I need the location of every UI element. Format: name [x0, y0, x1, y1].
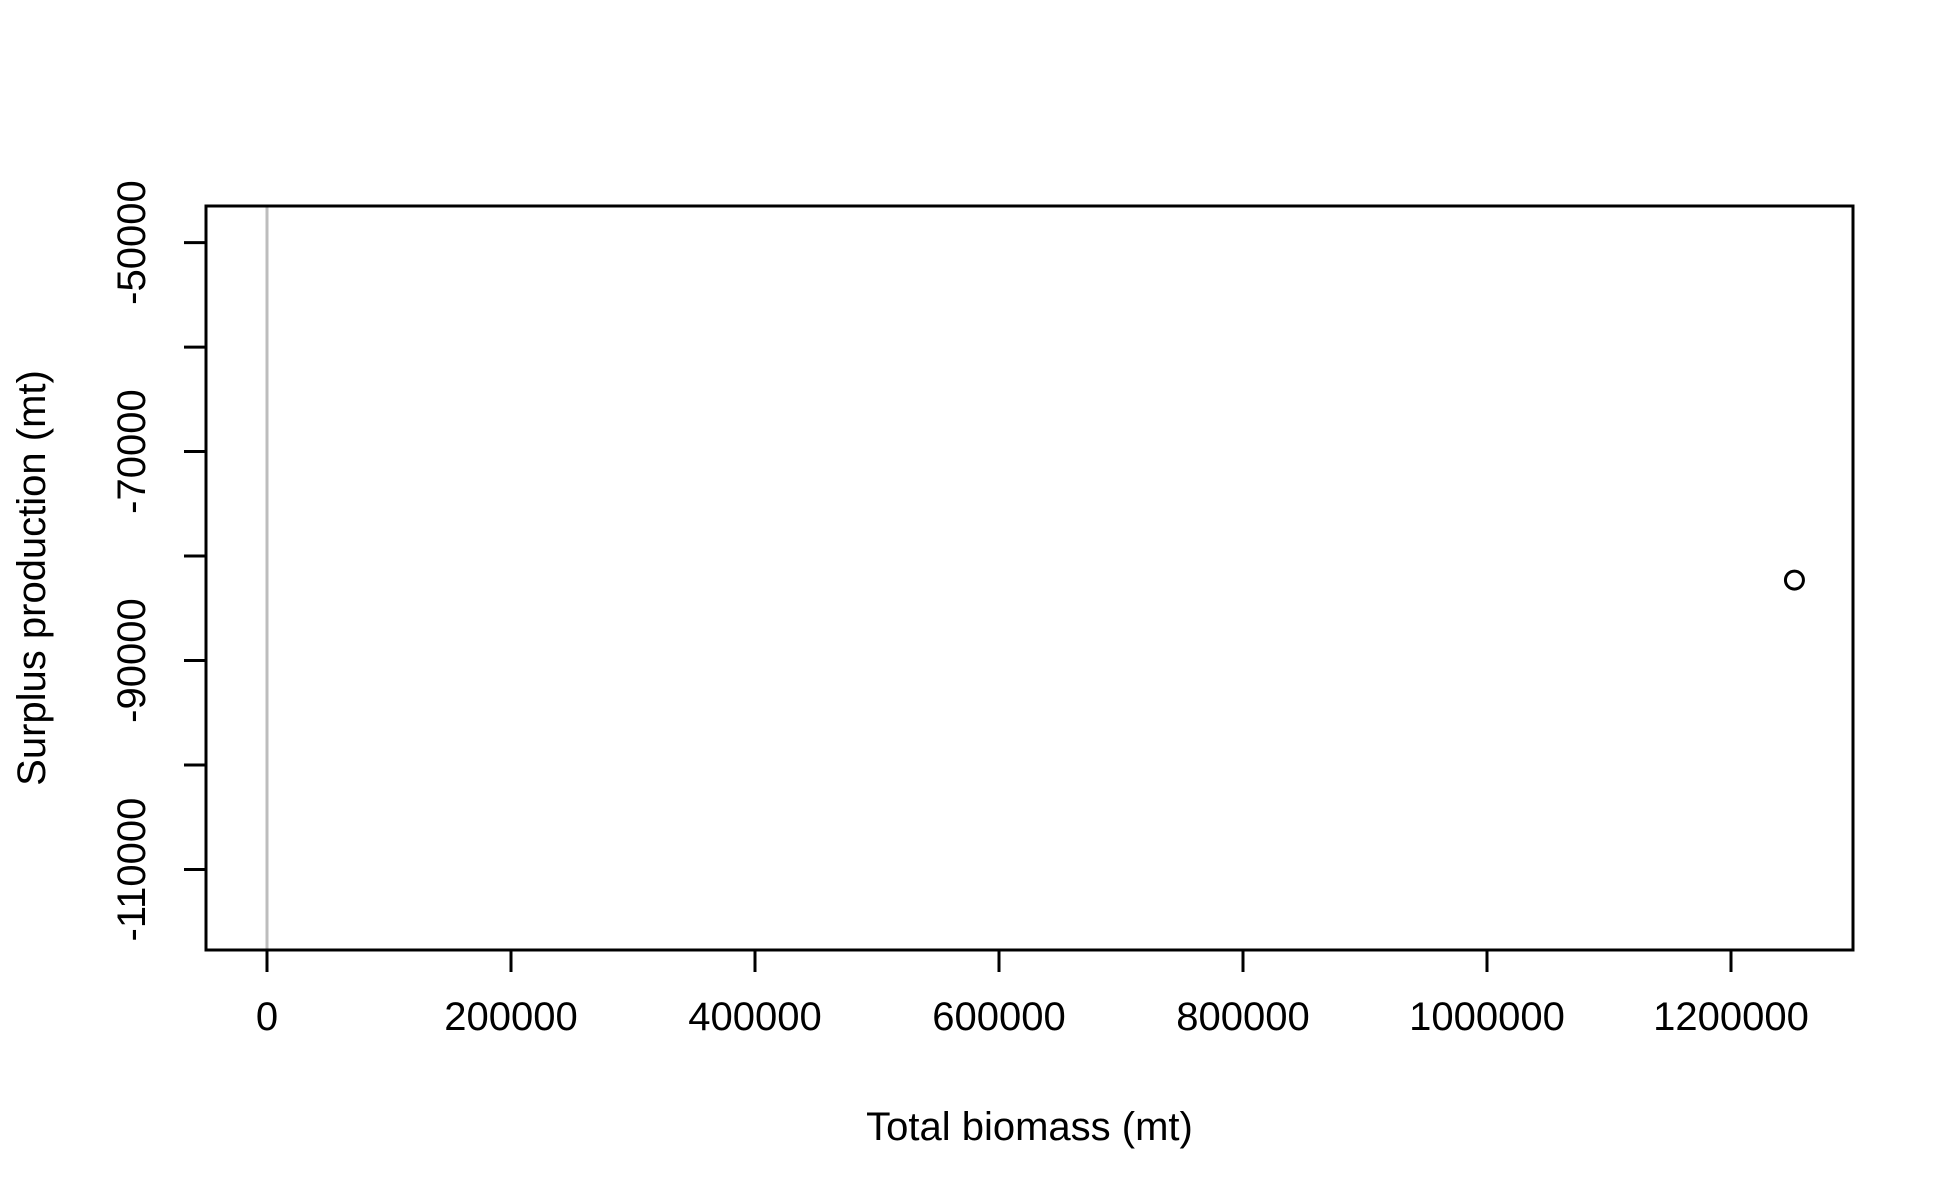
y-tick-label: -70000 [110, 389, 154, 514]
x-tick-label: 200000 [444, 995, 577, 1039]
y-axis-title: Surplus production (mt) [10, 370, 54, 786]
y-tick-label: -90000 [110, 598, 154, 723]
y-axis: -110000 -90000 -70000 -50000 [110, 180, 208, 942]
data-points-layer [1783, 569, 1805, 591]
x-tick-label: 1000000 [1409, 995, 1565, 1039]
x-tick-label: 400000 [688, 995, 821, 1039]
x-tick-label: 600000 [932, 995, 1065, 1039]
y-tick-label: -50000 [110, 180, 154, 305]
data-point [1783, 569, 1805, 591]
x-tick-label: 800000 [1176, 995, 1309, 1039]
x-axis: 0 200000 400000 600000 800000 1000000 1200000 [256, 948, 1809, 1039]
x-tick-label: 0 [256, 995, 278, 1039]
x-tick-label: 1200000 [1653, 995, 1809, 1039]
y-tick-label: -110000 [110, 798, 154, 942]
plot-frame [204, 204, 1855, 952]
x-axis-title: Total biomass (mt) [866, 1105, 1193, 1149]
